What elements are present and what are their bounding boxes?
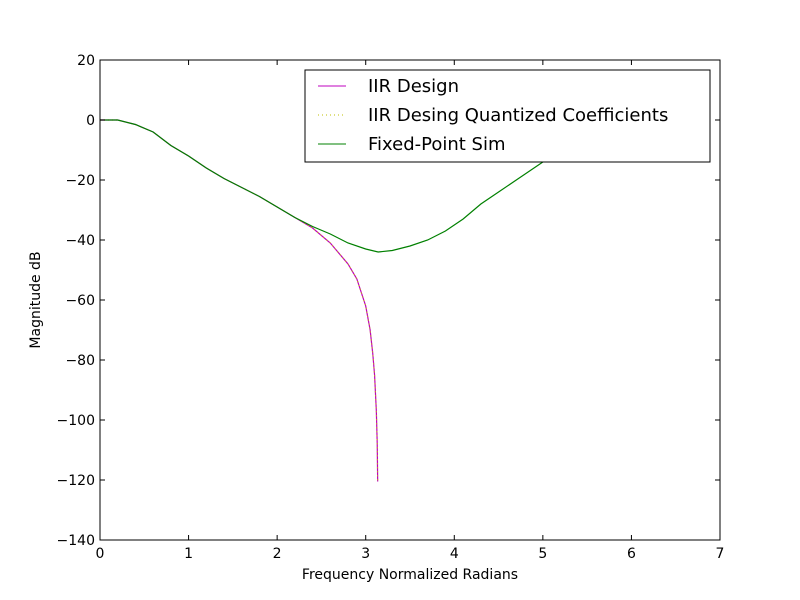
- legend-box: [304, 69, 711, 163]
- y-tick-label: −120: [57, 473, 95, 489]
- y-tick-label: −140: [57, 533, 95, 549]
- x-tick-label: 2: [273, 546, 282, 562]
- legend-label-quantized: IIR Desing Quantized Coefficients: [368, 105, 668, 126]
- legend: IIR Design IIR Desing Quantized Coeffici…: [304, 69, 711, 163]
- x-tick-label: 6: [627, 546, 636, 562]
- x-tick-label: 0: [96, 546, 105, 562]
- x-axis-title: Frequency Normalized Radians: [302, 567, 518, 583]
- legend-label-fixed-point: Fixed-Point Sim: [368, 134, 506, 155]
- legend-label-iir-design: IIR Design: [368, 76, 459, 97]
- y-axis-title: Magnitude dB: [28, 251, 44, 348]
- y-tick-label: 20: [77, 53, 95, 69]
- y-tick-label: −60: [65, 293, 95, 309]
- y-tick-label: −80: [65, 353, 95, 369]
- x-tick-label: 4: [450, 546, 459, 562]
- x-tick-label: 1: [184, 546, 193, 562]
- y-tick-label: −20: [65, 173, 95, 189]
- x-tick-label: 7: [716, 546, 725, 562]
- ticks-layer: 0 1 2 3 4 5 6 7 −140 −120 −100 −80 −60 −40 −20 0 20: [57, 53, 725, 562]
- y-tick-label: 0: [86, 113, 95, 129]
- x-tick-label: 5: [538, 546, 547, 562]
- y-tick-label: −100: [57, 413, 95, 429]
- x-tick-label: 3: [361, 546, 370, 562]
- y-tick-label: −40: [65, 233, 95, 249]
